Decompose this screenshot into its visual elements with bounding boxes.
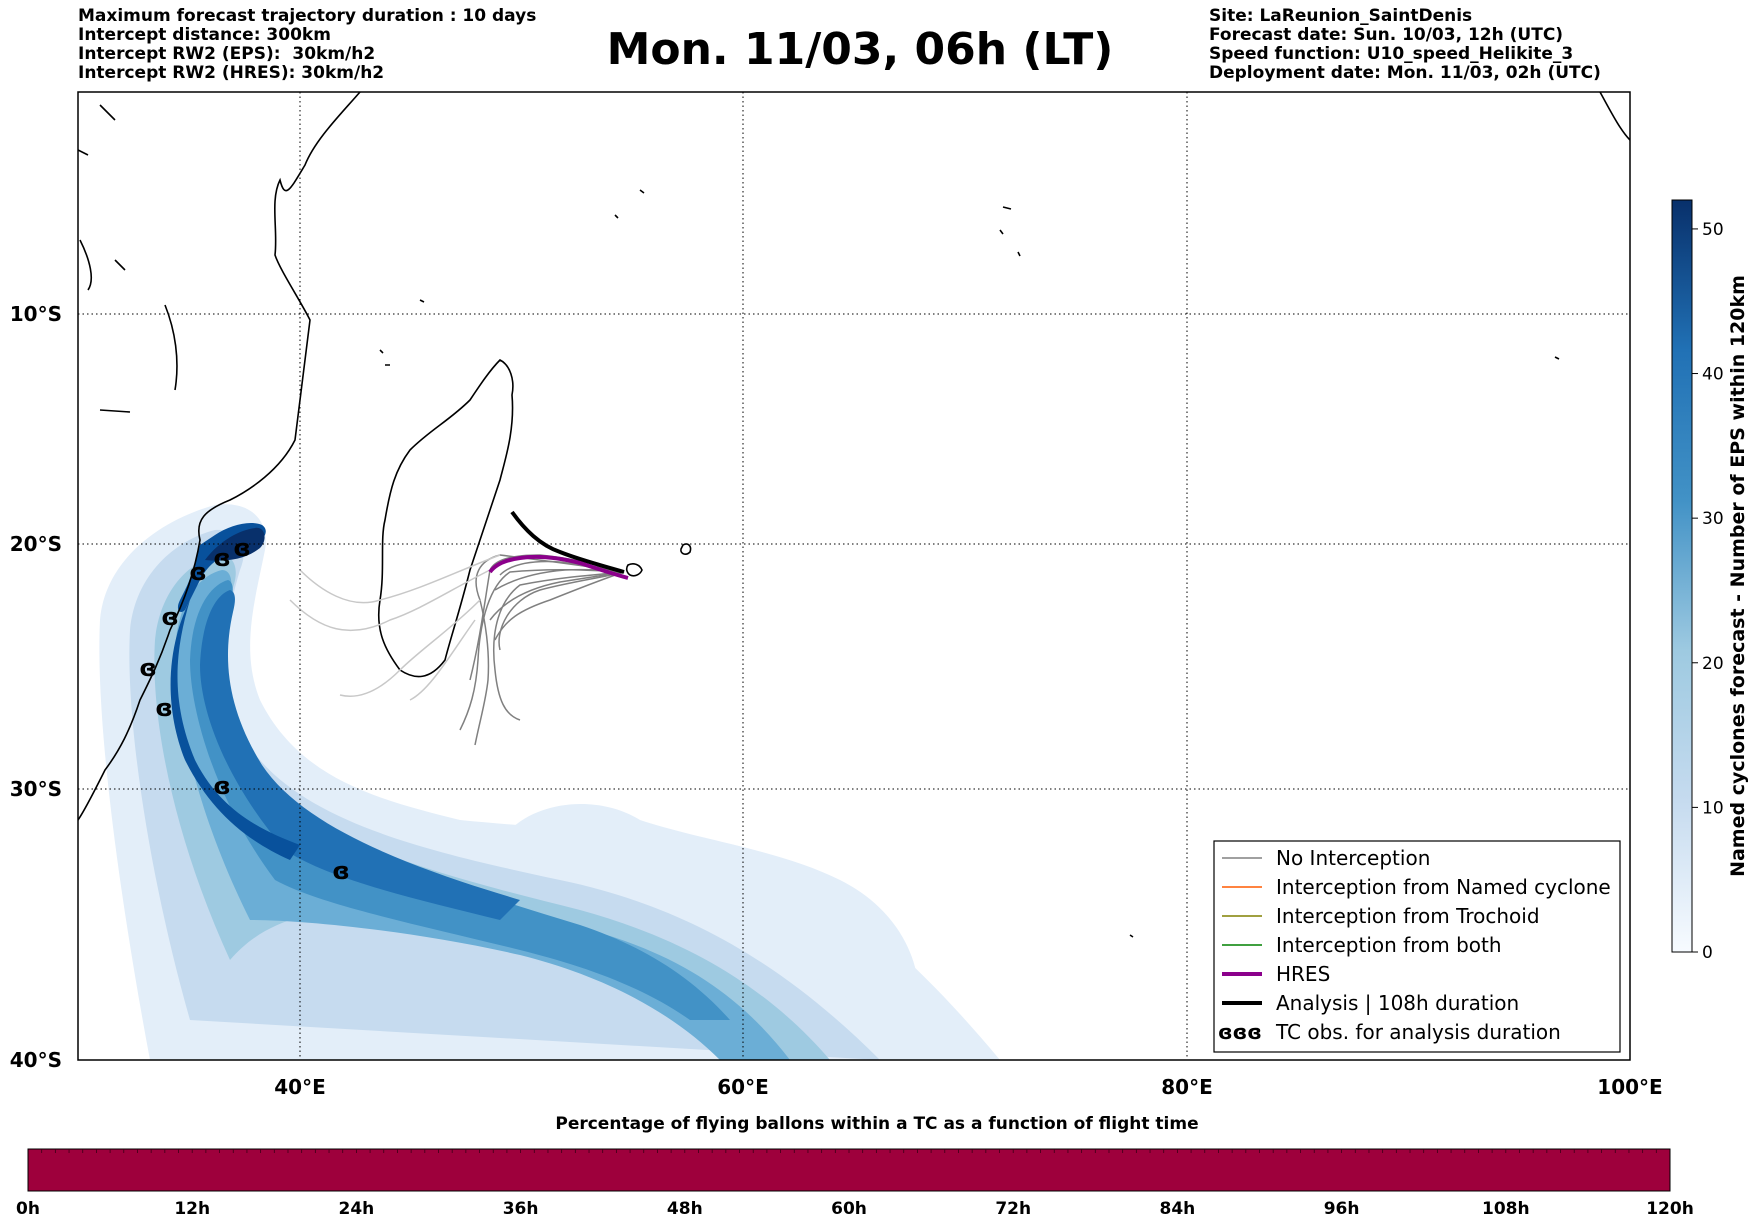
colorbar-gradient	[1671, 199, 1693, 953]
legend-label: Interception from both	[1276, 933, 1502, 957]
header-site: Site: LaReunion_SaintDenis	[1209, 6, 1473, 26]
legend-label: No Interception	[1276, 846, 1430, 870]
mozambique-channel-isles	[379, 189, 645, 366]
legend: No Interception Interception from Named c…	[1213, 840, 1621, 1053]
lon-tick: 40°E	[274, 1075, 326, 1099]
flight-time-bar-title: Percentage of flying ballons within a TC…	[555, 1114, 1199, 1134]
flight-time-bar-fill	[27, 1148, 1671, 1192]
header-forecast-date: Forecast date: Sun. 10/03, 12h (UTC)	[1209, 25, 1564, 45]
lon-ticks: 40°E 60°E 80°E 100°E	[274, 1075, 1662, 1099]
outlier-trajectories	[289, 554, 501, 701]
tc-observation-marker: ɞ	[155, 694, 173, 722]
coastlines	[78, 92, 1630, 938]
map-gridlines	[78, 92, 1630, 1060]
lon-tick: 80°E	[1161, 1075, 1213, 1099]
header-rw2-eps: Intercept RW2 (EPS): 30km/h2	[78, 44, 376, 64]
colorbar-tick-label: 0	[1702, 943, 1713, 963]
lon-tick: 60°E	[717, 1075, 769, 1099]
legend-label: Interception from Named cyclone	[1276, 875, 1611, 899]
page-title: Mon. 11/03, 06h (LT)	[606, 24, 1114, 75]
header-max-duration: Maximum forecast trajectory duration : 1…	[78, 6, 537, 26]
colorbar-label: Named cyclones forecast - Number of EPS …	[1727, 275, 1749, 877]
colorbar-tick-label: 40	[1702, 365, 1724, 385]
header-left: Maximum forecast trajectory duration : 1…	[78, 7, 536, 83]
colorbar-tick-label: 30	[1702, 509, 1724, 529]
map-layers	[78, 92, 1630, 1060]
lat-tick: 40°S	[10, 1048, 62, 1072]
colorbar-tick-label: 10	[1702, 798, 1724, 818]
flight-time-tick: 108h	[1482, 1199, 1530, 1219]
legend-box	[1213, 840, 1621, 1053]
header-right: Site: LaReunion_SaintDenis Forecast date…	[1209, 7, 1601, 83]
flight-time-tick: 0h	[16, 1199, 40, 1219]
density-colorbar: 0 10 20 30 40 50 Named cyclones forecast - Nu…	[1671, 199, 1749, 963]
flight-time-tick: 60h	[831, 1199, 867, 1219]
lon-tick: 100°E	[1597, 1075, 1662, 1099]
seychelles-isles	[999, 206, 1021, 257]
legend-label: HRES	[1276, 962, 1330, 986]
flight-time-tick: 96h	[1324, 1199, 1360, 1219]
flight-time-tick: 120h	[1646, 1199, 1694, 1219]
lat-tick: 10°S	[10, 302, 62, 326]
sumatra-coast	[1599, 92, 1630, 141]
colorbar-tick-label: 20	[1702, 654, 1724, 674]
flight-time-bar: 0h 12h 24h 36h 48h 60h 72h 84h 96h 108h 120h	[16, 1148, 1694, 1219]
flight-time-tick: 72h	[995, 1199, 1031, 1219]
legend-label: TC obs. for analysis duration	[1275, 1020, 1561, 1044]
flight-time-tick: 48h	[667, 1199, 703, 1219]
legend-tc-symbol: ɞɞɞ	[1218, 1020, 1262, 1044]
tc-observation-marker: ɞ	[161, 603, 179, 631]
africa-coastline	[78, 92, 361, 821]
mauritius-island	[680, 543, 692, 555]
header-rw2-hres: Intercept RW2 (HRES): 30km/h2	[78, 63, 385, 83]
flight-time-tick: 36h	[503, 1199, 539, 1219]
legend-label: Analysis | 108h duration	[1276, 991, 1519, 1015]
flight-time-tick: 84h	[1160, 1199, 1196, 1219]
colorbar-tick-label: 50	[1702, 220, 1724, 240]
map-frame	[77, 91, 1631, 1061]
header-deployment-date: Deployment date: Mon. 11/03, 02h (UTC)	[1209, 63, 1601, 83]
lat-tick: 20°S	[10, 532, 62, 556]
header-intercept-distance: Intercept distance: 300km	[78, 25, 331, 45]
tc-observation-marker: ɞ	[332, 857, 350, 885]
tc-observation-marker: ɞ	[233, 534, 251, 562]
lat-tick: 30°S	[10, 777, 62, 801]
chagos-isles	[1129, 356, 1560, 938]
tc-observation-marker: ɞ	[213, 772, 231, 800]
equatorial-africa-coast	[78, 104, 178, 413]
reunion-island	[625, 563, 643, 577]
flight-time-tick: 24h	[339, 1199, 375, 1219]
cyclone-density-swath	[99, 504, 1000, 1060]
hres-track	[488, 554, 629, 580]
tc-observation-marker: ɞ	[189, 558, 207, 586]
lat-ticks: 10°S 20°S 30°S 40°S	[10, 302, 62, 1072]
tc-observation-marker: ɞ	[139, 654, 157, 682]
flight-time-tick: 12h	[174, 1199, 210, 1219]
tc-observation-marker: ɞ	[213, 544, 231, 572]
header-speed-function: Speed function: U10_speed_Helikite_3	[1209, 44, 1574, 64]
no-interception-trajectories	[459, 554, 625, 746]
legend-label: Interception from Trochoid	[1276, 904, 1540, 928]
analysis-track	[510, 510, 625, 574]
